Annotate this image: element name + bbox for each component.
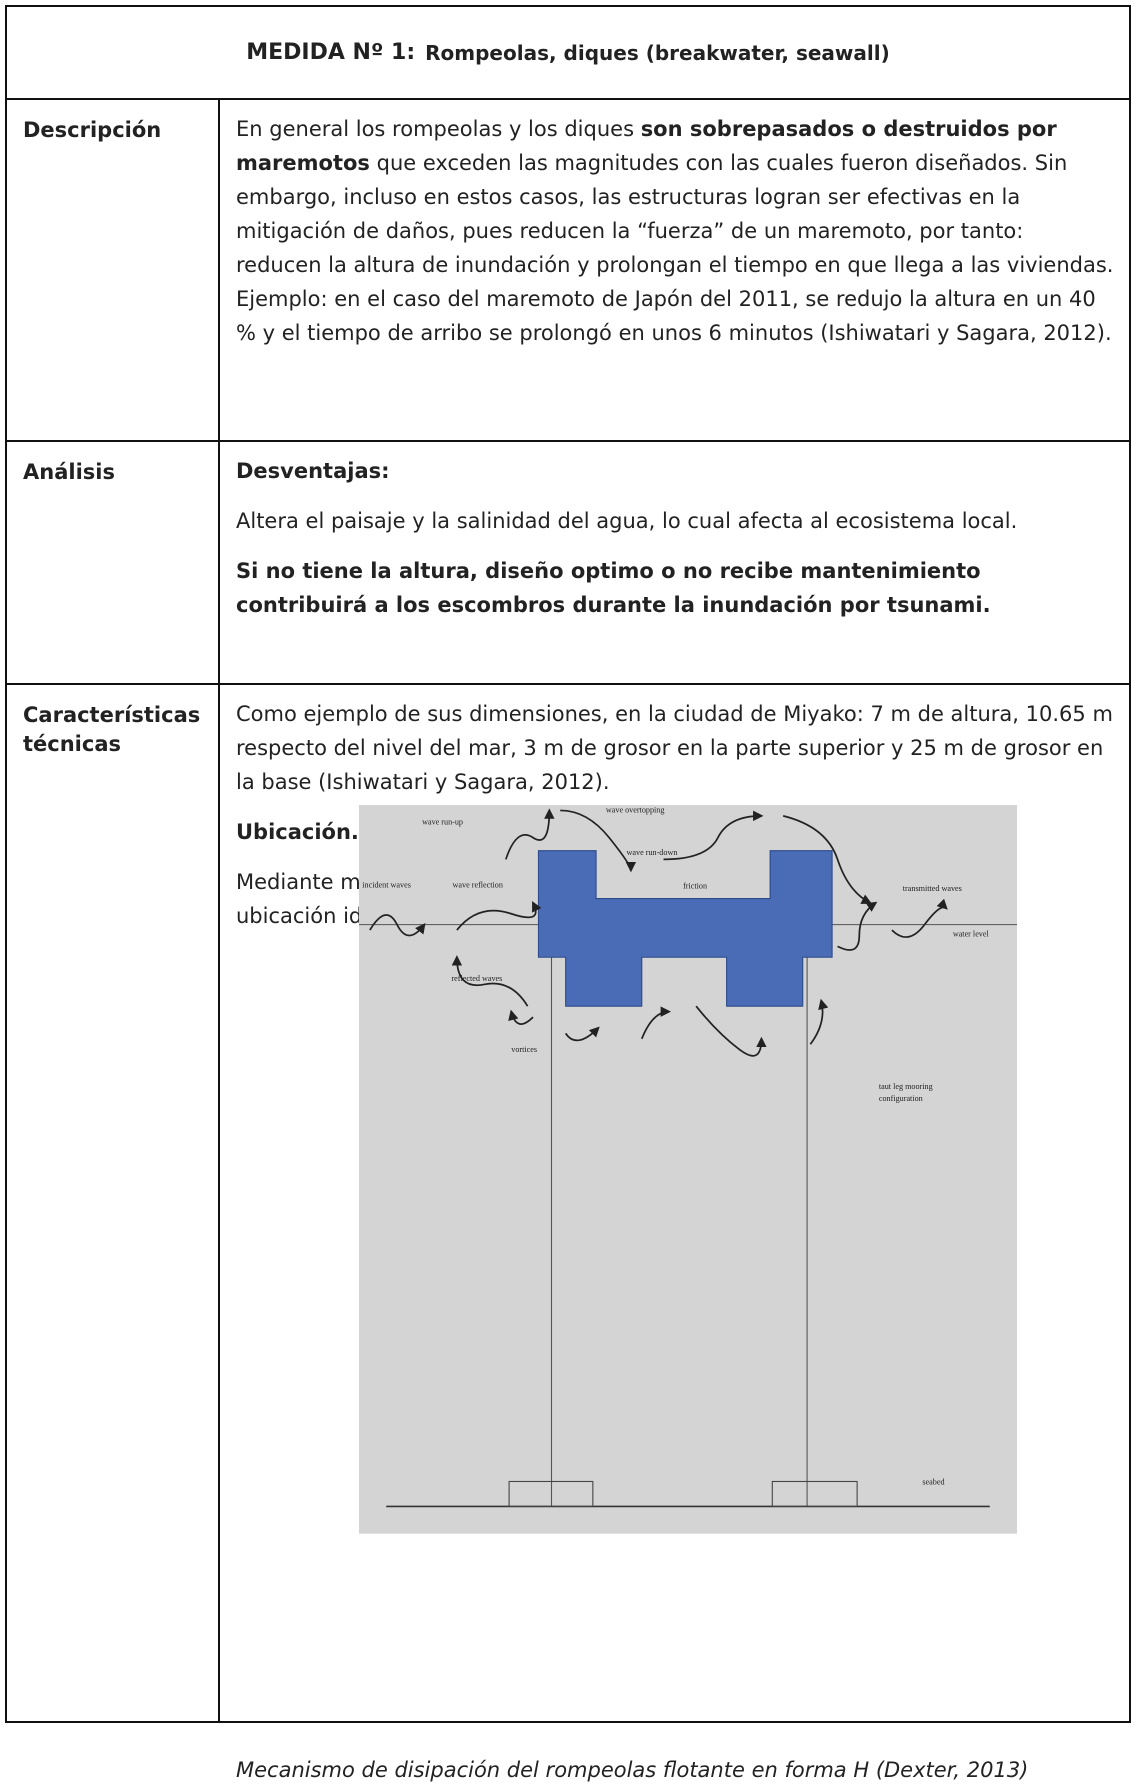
row-label: Análisis xyxy=(5,440,220,685)
paragraph: Desventajas: xyxy=(236,454,1115,488)
bold-text: Ubicación. xyxy=(236,820,359,844)
text: En general los rompeolas y los diques xyxy=(236,117,641,141)
figure-label: wave run-down xyxy=(627,848,678,857)
h-breakwater xyxy=(537,850,833,1007)
header: MEDIDA Nº 1: Rompeolas, diques (breakwat… xyxy=(5,5,1131,100)
bold-text: son sobrepasados o destruidos por maremo… xyxy=(236,117,1057,175)
figure-label: reflected waves xyxy=(451,974,502,983)
figure-label: taut leg mooring xyxy=(879,1082,933,1091)
document: MEDIDA Nº 1: Rompeolas, diques (breakwat… xyxy=(5,5,1131,1782)
breakwater-figure: wave run-up wave overtopping wave run-down… xyxy=(359,805,1017,1534)
wave-arrows xyxy=(369,808,948,1057)
figure-label: incident waves xyxy=(362,881,411,890)
paragraph: Como ejemplo de sus dimensiones, en la c… xyxy=(236,697,1115,799)
paragraph: Ubicación. xyxy=(236,815,1115,849)
figure-label: wave run-up xyxy=(422,818,463,827)
anchor xyxy=(771,1480,858,1508)
figure-caption: Mecanismo de disipación del rompeolas fl… xyxy=(236,1758,1029,1782)
paragraph: Altera el paisaje y la salinidad del agu… xyxy=(236,504,1115,538)
figure-label: vortices xyxy=(511,1045,537,1054)
anchor xyxy=(508,1480,594,1508)
figure-label: configuration xyxy=(879,1094,923,1103)
row-label: Descripción xyxy=(5,98,220,442)
measure-label: MEDIDA Nº 1: xyxy=(246,40,416,65)
row-content: En general los rompeolas y los diques so… xyxy=(218,98,1131,442)
measure-title: Rompeolas, diques (breakwater, seawall) xyxy=(425,40,890,65)
figure-label: friction xyxy=(683,882,707,891)
row-content: Desventajas: Altera el paisaje y la salin… xyxy=(218,440,1131,685)
figure-label: wave overtopping xyxy=(606,806,665,815)
bold-text: Desventajas: xyxy=(236,459,390,483)
text: Altera el paisaje y la salinidad del agu… xyxy=(236,509,1018,533)
figure-label: seabed xyxy=(922,1478,944,1487)
row-label: Características técnicas xyxy=(5,683,220,1723)
paragraph: En general los rompeolas y los diques so… xyxy=(236,112,1115,350)
figure-label: wave reflection xyxy=(453,881,503,890)
text: que exceden las magnitudes con las cuale… xyxy=(236,151,1114,345)
figure-label: water level xyxy=(953,930,990,939)
text: Como ejemplo de sus dimensiones, en la c… xyxy=(236,702,1113,794)
paragraph: Si no tiene la altura, diseño optimo o n… xyxy=(236,554,1115,622)
figure-label: transmitted waves xyxy=(903,884,962,893)
bold-text: Si no tiene la altura, diseño optimo o n… xyxy=(236,559,991,617)
